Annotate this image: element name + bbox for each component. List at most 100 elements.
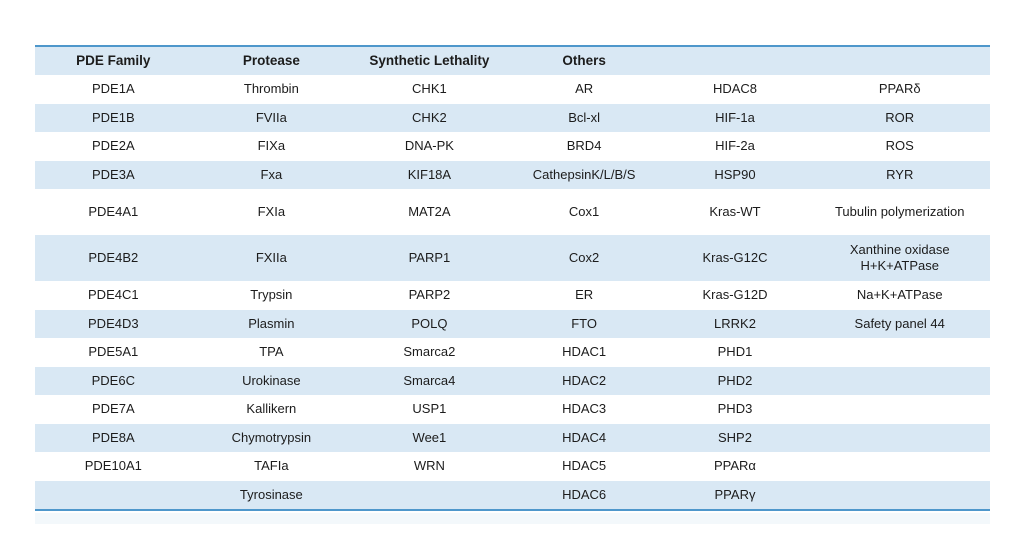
- target-table: PDE Family Protease Synthetic Lethality …: [35, 47, 990, 509]
- table-cell: Trypsin: [250, 287, 293, 303]
- table-cell: HDAC6: [562, 486, 607, 502]
- table-row: Tyrosinase HDAC6 PPARγ: [35, 480, 990, 510]
- table-cell: HDAC1: [562, 344, 607, 360]
- table-cell: HDAC8: [712, 81, 758, 97]
- table-cell: PPARδ: [878, 81, 921, 97]
- table-cell: Urokinase: [242, 372, 301, 388]
- table-cell: USP1: [412, 401, 447, 417]
- table-cell: MAT2A: [408, 203, 451, 219]
- table-cell: ROR: [885, 109, 915, 125]
- table-cell: ER: [575, 287, 594, 303]
- table-cell: Kallikern: [246, 401, 297, 417]
- table-cell: HDAC3: [562, 401, 607, 417]
- column-header-pde-family: PDE Family: [76, 52, 151, 68]
- table-cell: PHD1: [717, 344, 753, 360]
- table-row: PDE6C Urokinase Smarca4 HDAC2 PHD2: [35, 366, 990, 396]
- table-cell: Cox2: [568, 249, 600, 265]
- table-cell: PDE4D3: [88, 315, 139, 331]
- table-cell: HDAC2: [562, 372, 607, 388]
- table-cell: HIF-1a: [715, 109, 755, 125]
- table-cell: BRD4: [566, 138, 602, 154]
- table-row: PDE7A Kallikern USP1 HDAC3 PHD3: [35, 395, 990, 424]
- table-header: PDE Family Protease Synthetic Lethality …: [35, 47, 990, 75]
- table-cell: PARP1: [408, 249, 451, 265]
- table-row: PDE5A1 TPA Smarca2 HDAC1 PHD1: [35, 338, 990, 367]
- footer-strip: [35, 513, 990, 524]
- table-cell: Chymotrypsin: [231, 429, 312, 445]
- table-cell: PDE1B: [91, 109, 135, 125]
- table-cell: FVIIa: [255, 109, 287, 125]
- table-cell: FXIa: [257, 203, 286, 219]
- table-cell: CHK2: [412, 109, 447, 125]
- table-cell: Cox1: [568, 203, 600, 219]
- table-cell: PDE8A: [91, 429, 135, 445]
- table-cell: PDE2A: [91, 138, 135, 154]
- table-cell: ROS: [885, 138, 914, 154]
- table-cell: Smarca4: [403, 372, 456, 388]
- table-cell: Bcl-xl: [568, 109, 600, 125]
- table-cell: Wee1: [412, 429, 447, 445]
- table-cell: [809, 481, 990, 510]
- table-cell: Kras-G12C: [702, 249, 768, 265]
- table-cell: POLQ: [411, 315, 448, 331]
- table-cell: [809, 424, 990, 453]
- table-cell: PDE5A1: [88, 344, 139, 360]
- table-row: PDE1A Thrombin CHK1 AR HDAC8 PPARδ: [35, 75, 990, 104]
- table-row: PDE8A Chymotrypsin Wee1 HDAC4 SHP2: [35, 423, 990, 453]
- target-table-container: PDE Family Protease Synthetic Lethality …: [35, 45, 990, 511]
- table-cell: PPARγ: [714, 486, 756, 502]
- table-cell: [809, 338, 990, 367]
- table-cell: HDAC5: [562, 458, 607, 474]
- table-cell: FXIIa: [255, 249, 287, 265]
- table-cell: Fxa: [260, 166, 283, 182]
- column-header-protease: Protease: [242, 52, 300, 68]
- table-cell: DNA-PK: [404, 138, 454, 154]
- table-cell: Xanthine oxidase H+K+ATPase: [849, 241, 950, 273]
- table-cell: PHD3: [717, 401, 753, 417]
- table-cell: Tubulin polymerization: [834, 203, 965, 219]
- table-cell: HDAC4: [562, 429, 607, 445]
- column-header-synthetic-lethality: Synthetic Lethality: [369, 52, 490, 68]
- table-cell: PDE4B2: [88, 249, 139, 265]
- table-cell: SHP2: [718, 429, 752, 445]
- table-cell: [809, 452, 990, 481]
- table-cell: HSP90: [714, 166, 756, 182]
- table-cell: RYR: [886, 166, 914, 182]
- table-cell: [351, 481, 508, 510]
- table-cell: Safety panel 44: [854, 315, 945, 331]
- table-row: PDE4A1 FXIa MAT2A Cox1 Kras-WT Tubulin polyme…: [35, 189, 990, 235]
- table-cell: TAFIa: [254, 458, 289, 474]
- table-cell: KIF18A: [407, 166, 452, 182]
- table-cell: PDE4A1: [88, 203, 139, 219]
- table-cell: CathepsinK/L/B/S: [532, 166, 636, 182]
- table-row: PDE2A FIXa DNA-PK BRD4 HIF-2a ROS: [35, 132, 990, 161]
- table-cell: TPA: [259, 344, 284, 360]
- table-cell: FIXa: [257, 138, 286, 154]
- table-cell: PARP2: [408, 287, 451, 303]
- header-row: PDE Family Protease Synthetic Lethality …: [35, 47, 990, 75]
- table-cell: PDE7A: [91, 401, 135, 417]
- table-cell: [809, 367, 990, 396]
- table-cell: CHK1: [412, 81, 447, 97]
- table-cell: PHD2: [717, 372, 753, 388]
- table-cell: PDE3A: [91, 166, 135, 182]
- table-cell: Kras-G12D: [702, 287, 768, 303]
- table-cell: [809, 395, 990, 424]
- table-cell: WRN: [413, 458, 445, 474]
- table-cell: Na+K+ATPase: [856, 287, 943, 303]
- table-cell: FTO: [571, 315, 597, 331]
- table-cell: PDE10A1: [84, 458, 142, 474]
- table-cell: Plasmin: [248, 315, 295, 331]
- table-cell: Smarca2: [403, 344, 456, 360]
- table-cell: Kras-WT: [709, 203, 761, 219]
- table-cell: [35, 481, 192, 510]
- table-cell: Thrombin: [243, 81, 299, 97]
- table-row: PDE1B FVIIa CHK2 Bcl-xl HIF-1a ROR: [35, 103, 990, 132]
- column-header-blank-2: [809, 47, 990, 75]
- table-row: PDE4C1 Trypsin PARP2 ER Kras-G12D Na+K+ATPase: [35, 281, 990, 310]
- table-cell: PDE6C: [91, 372, 135, 388]
- table-cell: AR: [575, 81, 594, 97]
- table-row: PDE4D3 Plasmin POLQ FTO LRRK2 Safety panel 44: [35, 309, 990, 338]
- table-cell: PDE4C1: [88, 287, 139, 303]
